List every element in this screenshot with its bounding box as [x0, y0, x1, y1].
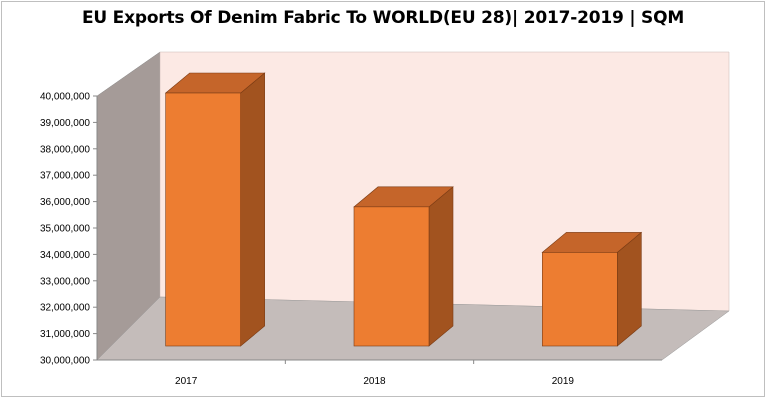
bar-front [353, 206, 430, 347]
bars [164, 72, 643, 347]
bar-2018 [353, 186, 454, 347]
y-tick-label: 37,000,000 [40, 171, 90, 182]
bar-front [542, 252, 618, 347]
bar-2017 [164, 72, 266, 347]
y-tick-label: 32,000,000 [40, 303, 90, 314]
bar-side [240, 72, 265, 347]
bar-2019 [541, 231, 643, 347]
y-tick-label: 31,000,000 [40, 329, 90, 340]
y-tick-label: 39,000,000 [40, 118, 90, 129]
bar-front [165, 92, 241, 347]
bar-side [428, 186, 454, 347]
y-tick-label: 33,000,000 [40, 276, 90, 287]
x-axis: 2017 2018 2019 [97, 359, 662, 387]
y-axis: 30,000,000 31,000,000 32,000,000 33,000,000… [40, 92, 98, 367]
x-tick-label: 2019 [552, 376, 575, 387]
x-tick-label: 2017 [175, 376, 198, 387]
y-tick-label: 38,000,000 [40, 144, 90, 155]
chart-title: EU Exports Of Denim Fabric To WORLD(EU 2… [81, 8, 685, 28]
y-tick-label: 30,000,000 [40, 356, 90, 367]
x-tick-label: 2018 [363, 376, 386, 387]
y-tick-label: 36,000,000 [40, 197, 90, 208]
y-tick-label: 34,000,000 [40, 250, 90, 261]
y-tick-label: 35,000,000 [40, 224, 90, 235]
y-tick-label: 40,000,000 [40, 92, 90, 103]
